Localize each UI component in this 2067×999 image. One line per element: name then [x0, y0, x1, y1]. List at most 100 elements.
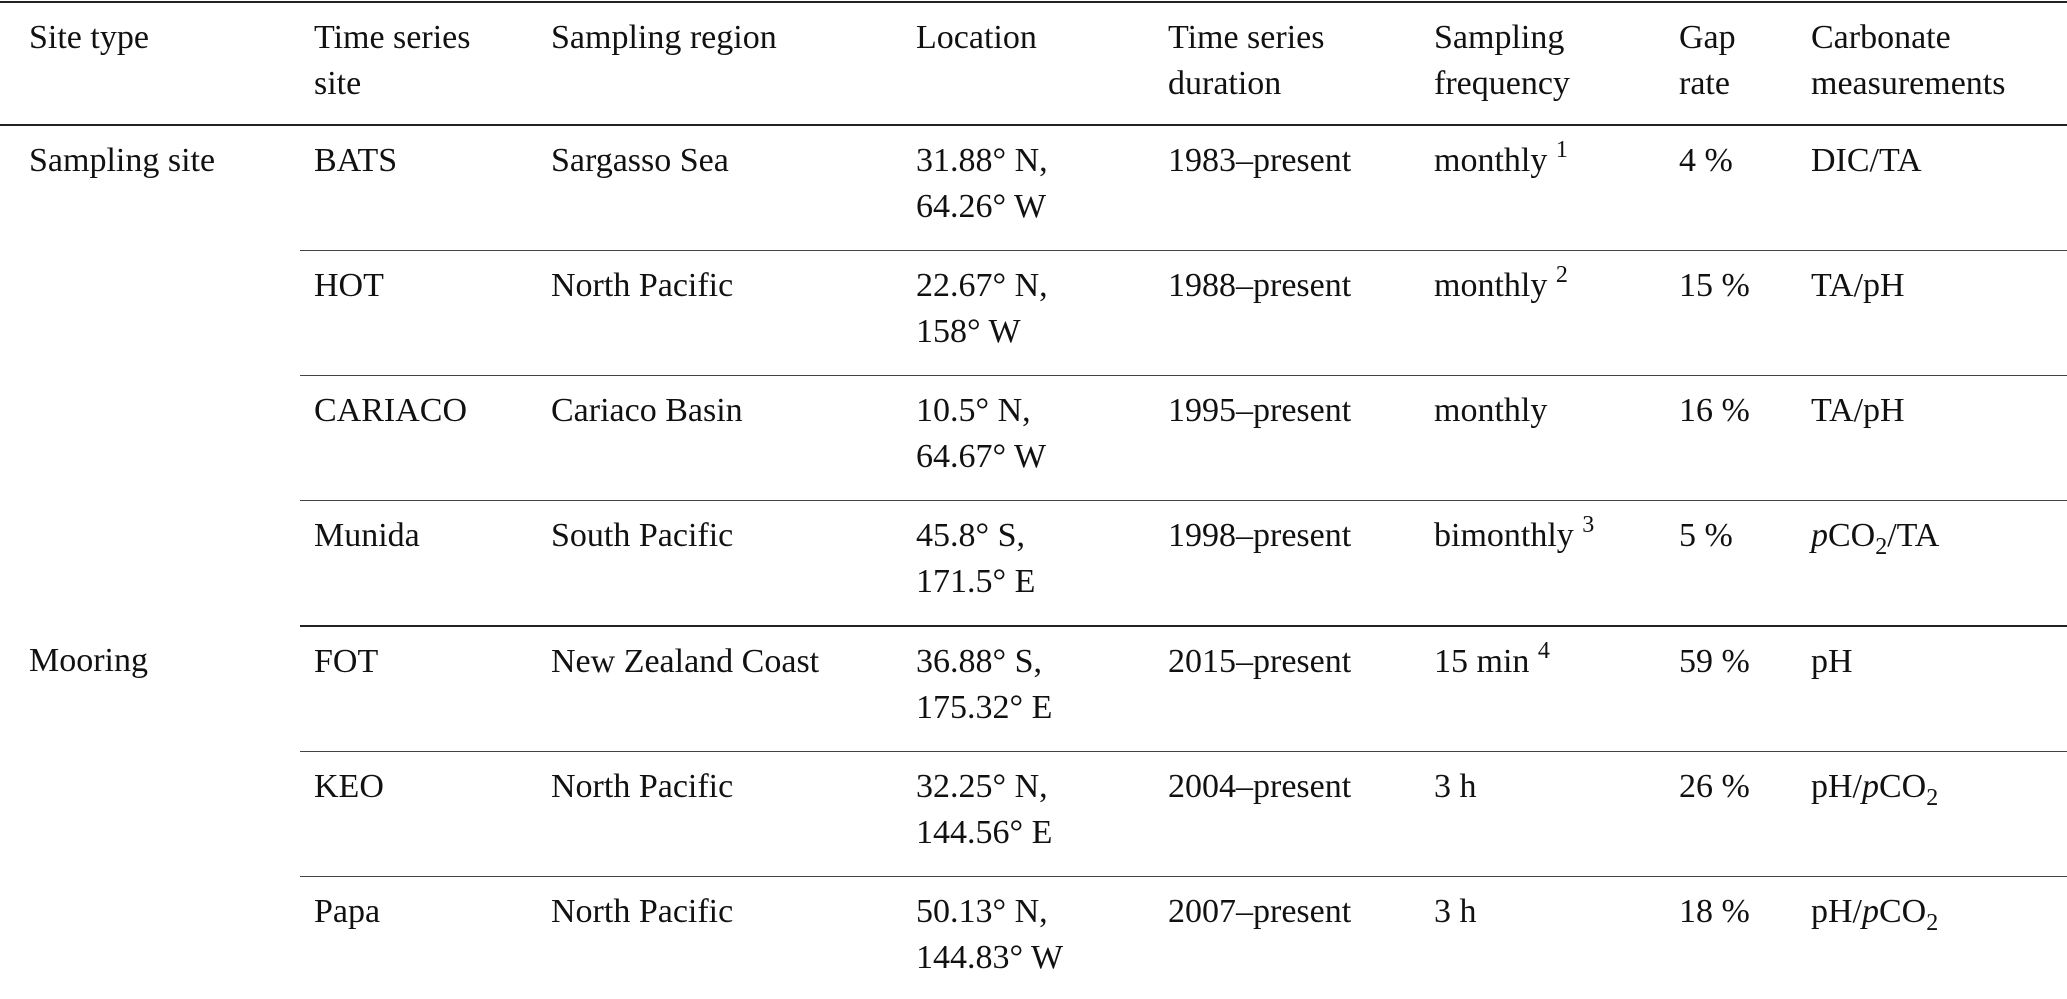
frequency-cell: 3 h	[1420, 751, 1665, 877]
frequency: monthly	[1434, 142, 1548, 179]
site: HOT	[314, 267, 384, 304]
footnote-mark: 3	[1582, 512, 1595, 538]
duration-cell: 2007–present	[1154, 876, 1420, 999]
site-cell: KEO	[300, 751, 537, 877]
frequency-cell: monthly	[1420, 375, 1665, 501]
location-line: 175.32° E	[916, 689, 1053, 726]
frequency-cell: 3 h	[1420, 876, 1665, 999]
footnote-mark: 1	[1555, 137, 1568, 163]
measurement-text: TA/pH	[1811, 392, 1905, 429]
measurement-text: DIC/TA	[1811, 142, 1922, 179]
duration: 1988–present	[1168, 267, 1352, 304]
location-line: 36.88° S,	[916, 643, 1043, 680]
measurement-text: p	[1811, 517, 1828, 554]
location-cell: 10.5° N, 64.67° W	[902, 375, 1154, 501]
gap-cell: 26 %	[1665, 751, 1797, 877]
region: Cariaco Basin	[551, 392, 743, 429]
table-row: KEO North Pacific 32.25° N, 144.56° E 2004–p…	[0, 751, 2067, 877]
header-cell: Gap rate	[1665, 1, 1797, 126]
location-cell: 36.88° S, 175.32° E	[902, 626, 1154, 752]
duration: 2004–present	[1168, 768, 1352, 805]
region: Sargasso Sea	[551, 142, 729, 179]
site-cell: Munida	[300, 500, 537, 627]
measurement-text: 2	[1875, 534, 1888, 560]
measurement-text: 2	[1926, 785, 1939, 811]
frequency-cell: monthly 1	[1420, 125, 1665, 251]
frequency: monthly	[1434, 392, 1548, 429]
region: South Pacific	[551, 517, 734, 554]
site-cell: FOT	[300, 626, 537, 752]
site-type-cell: Sampling site	[0, 125, 300, 626]
duration: 2015–present	[1168, 643, 1352, 680]
duration-cell: 2015–present	[1154, 626, 1420, 752]
frequency: 3 h	[1434, 768, 1477, 805]
frequency: 15 min	[1434, 643, 1530, 680]
location-cell: 31.88° N, 64.26° W	[902, 125, 1154, 251]
location-line: 10.5° N,	[916, 392, 1031, 429]
duration: 1983–present	[1168, 142, 1352, 179]
gap-rate: 16 %	[1679, 392, 1750, 429]
measurement-text: /TA	[1887, 517, 1940, 554]
duration: 1998–present	[1168, 517, 1352, 554]
site-cell: CARIACO	[300, 375, 537, 501]
location-cell: 32.25° N, 144.56° E	[902, 751, 1154, 877]
header-text: Sampling	[1434, 19, 1565, 56]
measurement-text: pH	[1811, 643, 1853, 680]
gap-cell: 4 %	[1665, 125, 1797, 251]
table-row: CARIACO Cariaco Basin 10.5° N, 64.67° W 1995…	[0, 375, 2067, 501]
duration: 2007–present	[1168, 893, 1352, 930]
table-row: Mooring FOT New Zealand Coast 36.88° S, 175.…	[0, 626, 2067, 752]
site-cell: HOT	[300, 250, 537, 376]
location-line: 144.83° W	[916, 939, 1064, 976]
gap-cell: 15 %	[1665, 250, 1797, 376]
site: FOT	[314, 643, 379, 680]
region-cell: Cariaco Basin	[537, 375, 902, 501]
header-text: Gap	[1679, 19, 1736, 56]
measurements-cell: pH/pCO2	[1797, 876, 2067, 999]
header-text: Time series	[1168, 19, 1325, 56]
header-text: Site type	[29, 19, 149, 56]
measurement-text: CO	[1879, 893, 1927, 930]
frequency-cell: monthly 2	[1420, 250, 1665, 376]
location-line: 64.67° W	[916, 438, 1047, 475]
header-text: duration	[1168, 65, 1282, 102]
site-type: Sampling site	[29, 142, 216, 179]
frequency: 3 h	[1434, 893, 1477, 930]
gap-cell: 5 %	[1665, 500, 1797, 627]
measurements-cell: TA/pH	[1797, 375, 2067, 501]
header-text: Sampling region	[551, 19, 777, 56]
duration-cell: 1988–present	[1154, 250, 1420, 376]
measurements-cell: pH	[1797, 626, 2067, 752]
header-text: Time series	[314, 19, 471, 56]
header-text: Location	[916, 19, 1037, 56]
gap-rate: 26 %	[1679, 768, 1750, 805]
gap-cell: 16 %	[1665, 375, 1797, 501]
measurement-text: 2	[1926, 910, 1939, 936]
measurement-text: p	[1862, 768, 1879, 805]
header-cell: Location	[902, 1, 1154, 126]
site: CARIACO	[314, 392, 468, 429]
duration: 1995–present	[1168, 392, 1352, 429]
measurement-text: pH/	[1811, 893, 1862, 930]
site-type-cell: Mooring	[0, 626, 300, 999]
site: BATS	[314, 142, 398, 179]
table-row: HOT North Pacific 22.67° N, 158° W 1988–pres…	[0, 250, 2067, 376]
header-row: Site type Time series site Sampling region L…	[0, 1, 2067, 126]
header-cell: Sampling region	[537, 1, 902, 126]
region-cell: North Pacific	[537, 250, 902, 376]
location-line: 22.67° N,	[916, 267, 1048, 304]
gap-cell: 59 %	[1665, 626, 1797, 752]
duration-cell: 1998–present	[1154, 500, 1420, 627]
location-cell: 50.13° N, 144.83° W	[902, 876, 1154, 999]
measurement-text: CO	[1828, 517, 1876, 554]
frequency-cell: bimonthly 3	[1420, 500, 1665, 627]
location-cell: 45.8° S, 171.5° E	[902, 500, 1154, 627]
header-cell: Carbonate measurements	[1797, 1, 2067, 126]
location-line: 32.25° N,	[916, 768, 1048, 805]
site-cell: BATS	[300, 125, 537, 251]
header-text: rate	[1679, 65, 1730, 102]
duration-cell: 2004–present	[1154, 751, 1420, 877]
measurements-cell: DIC/TA	[1797, 125, 2067, 251]
header-cell: Sampling frequency	[1420, 1, 1665, 126]
measurements-cell: TA/pH	[1797, 250, 2067, 376]
